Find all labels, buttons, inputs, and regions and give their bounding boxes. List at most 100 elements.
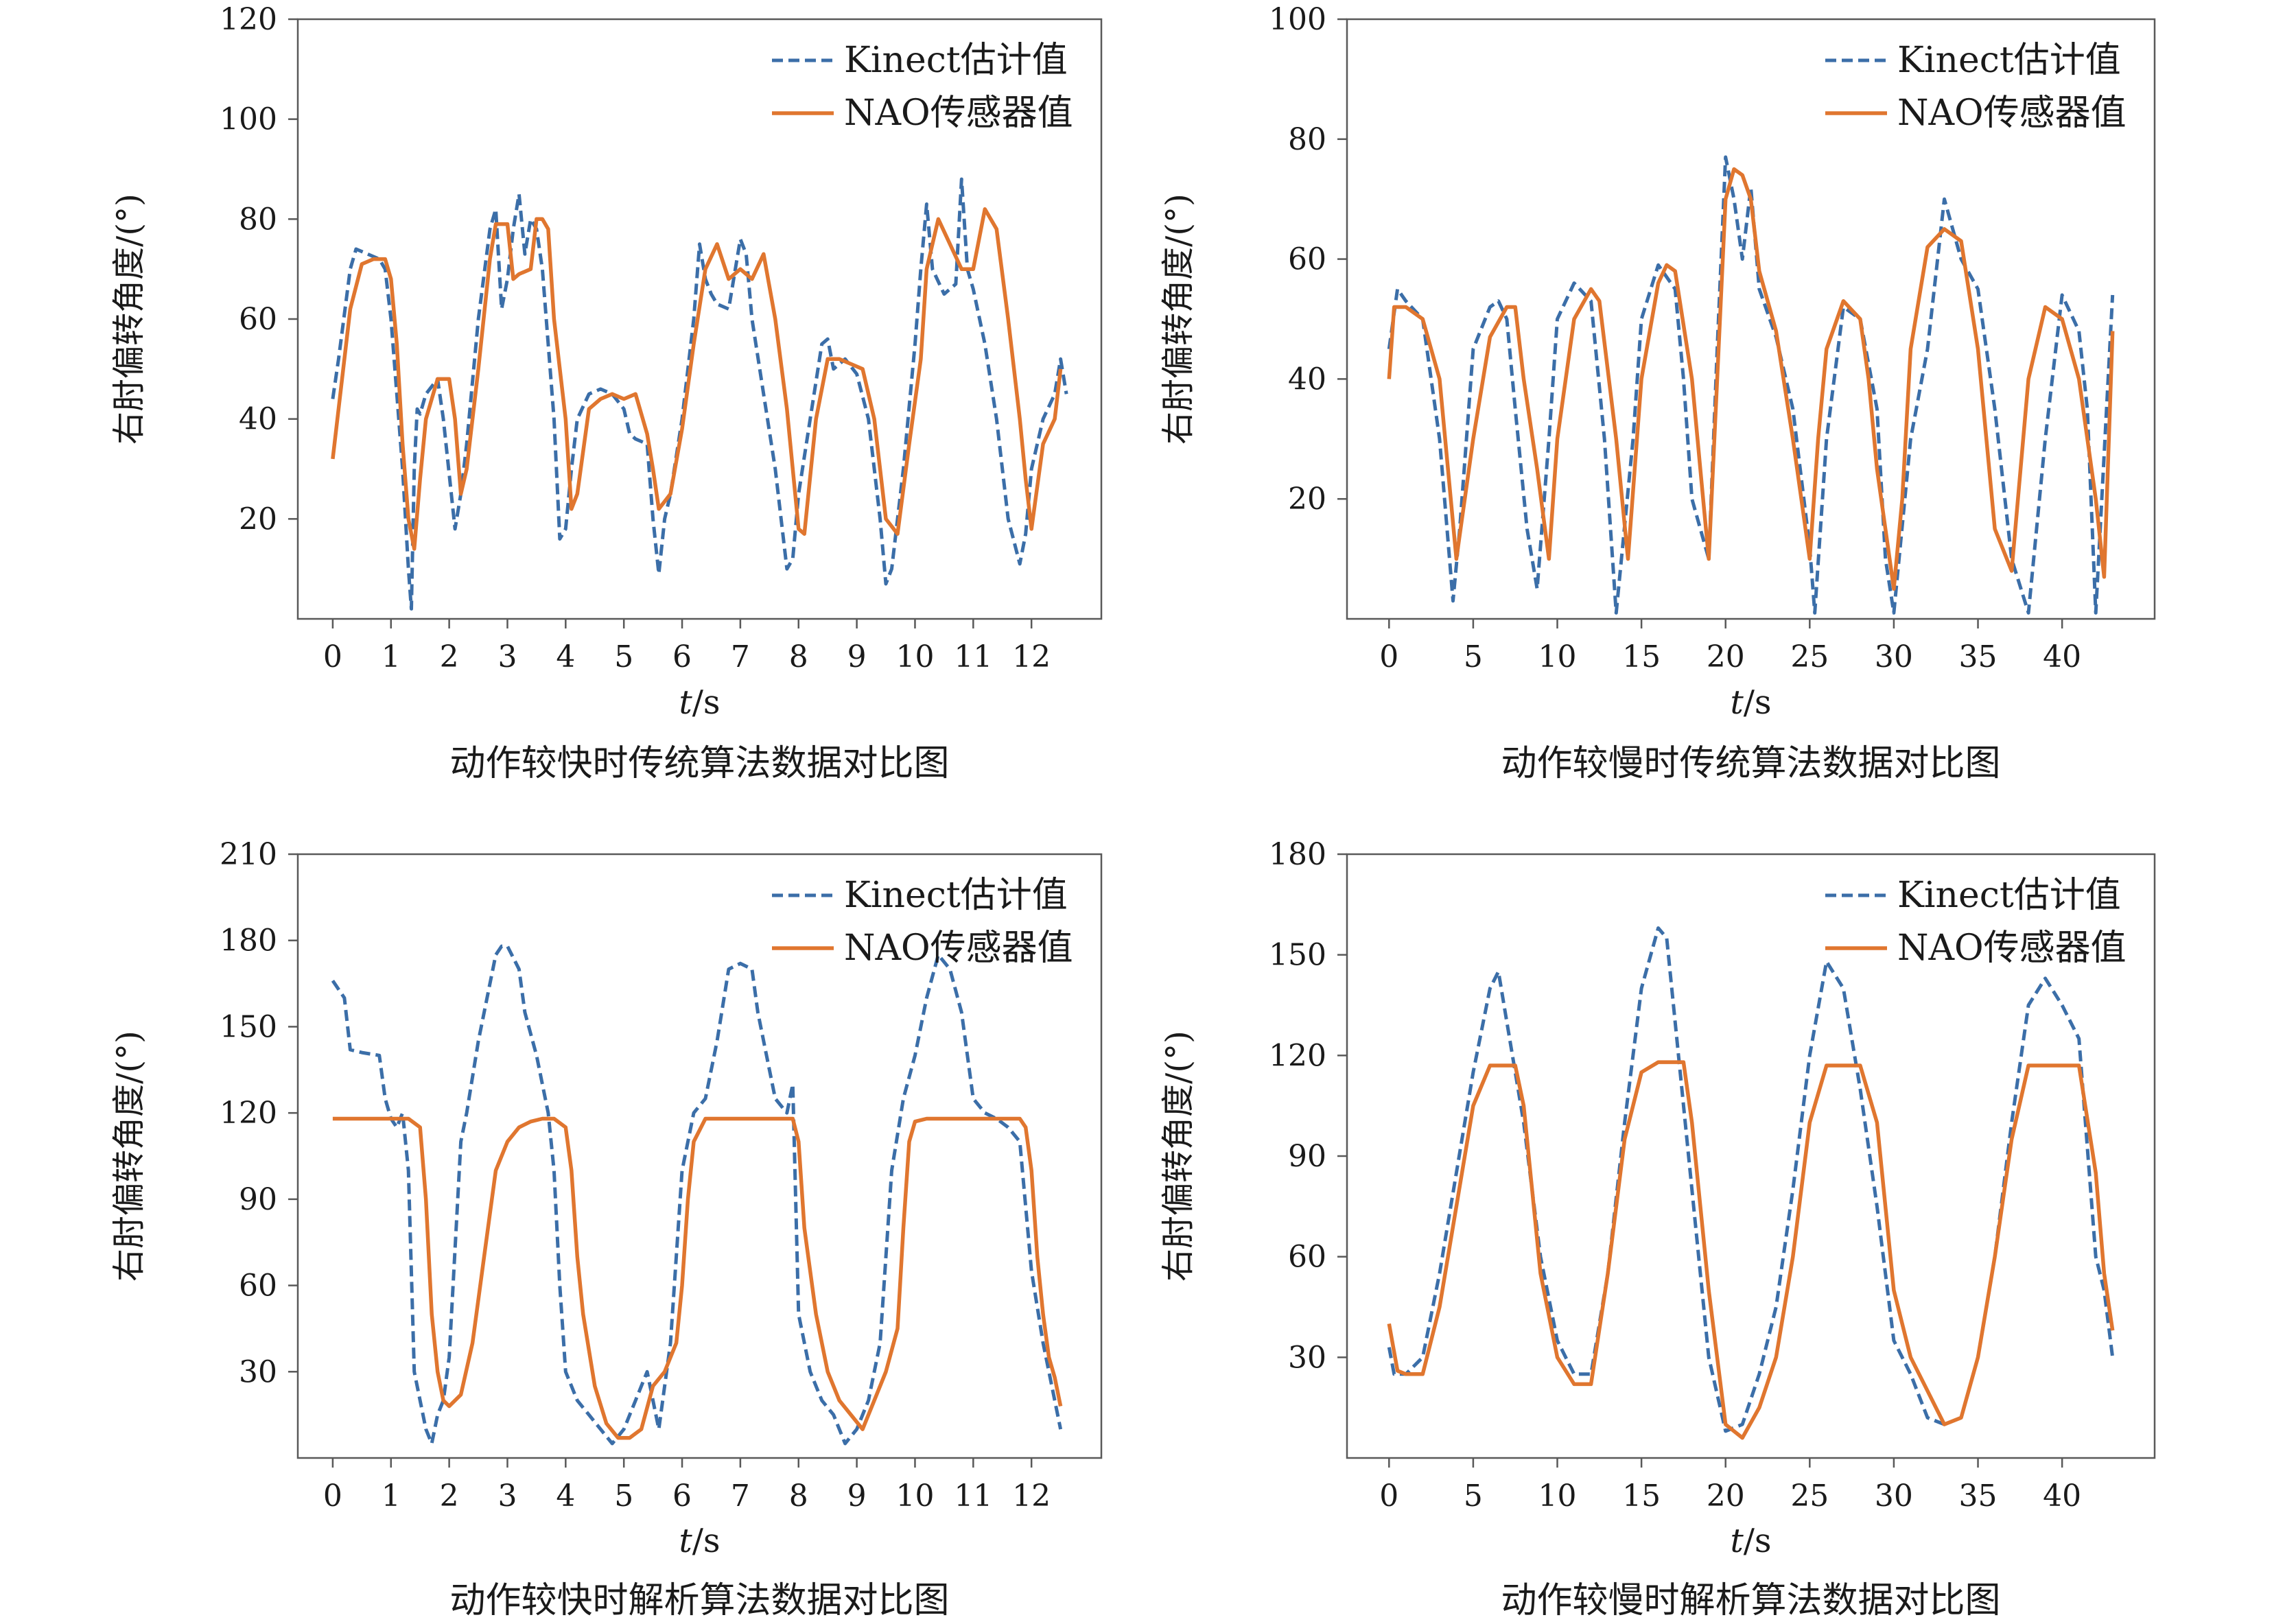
y-tick-label: 180 bbox=[220, 923, 277, 958]
legend-nao-label: NAO传感器值 bbox=[1897, 928, 2127, 969]
x-tick-label: 8 bbox=[789, 639, 808, 674]
x-tick-label: 25 bbox=[1790, 1479, 1829, 1514]
x-tick-label: 4 bbox=[556, 1479, 575, 1514]
x-tick-label: 2 bbox=[440, 639, 459, 674]
plot-frame bbox=[296, 853, 1103, 1459]
y-tick-label: 150 bbox=[220, 1009, 277, 1044]
x-tick-label: 20 bbox=[1707, 639, 1745, 674]
x-tick-label: 40 bbox=[2043, 639, 2081, 674]
x-tick-label: 5 bbox=[1464, 639, 1483, 674]
y-tick-label: 90 bbox=[239, 1182, 277, 1217]
x-axis-variable: t bbox=[1730, 1522, 1744, 1560]
y-tick-label: 80 bbox=[239, 202, 277, 237]
chart-slow-analytic: 30 60 90 120 150 180 0 5 10 15 20 25 30 35 40 t/s 右肘偏转角度… bbox=[1159, 837, 2156, 1621]
x-tick-label: 20 bbox=[1707, 1479, 1745, 1514]
x-tick-label: 10 bbox=[895, 1479, 934, 1514]
x-tick-label: 2 bbox=[440, 1479, 459, 1514]
x-tick-label: 35 bbox=[1959, 639, 1998, 674]
legend-nao-label: NAO传感器值 bbox=[844, 928, 1073, 969]
chart-caption: 动作较快时传统算法数据对比图 bbox=[449, 743, 949, 784]
y-tick-label: 60 bbox=[1288, 1240, 1326, 1275]
y-tick-label: 20 bbox=[239, 502, 277, 537]
chart-slow-traditional: 20 40 60 80 100 0 5 10 15 20 25 30 35 40 t/s 右肘偏转角度/(°)… bbox=[1159, 2, 2156, 784]
nao-series-line bbox=[331, 207, 1063, 551]
x-tick-label: 12 bbox=[1012, 1479, 1051, 1514]
x-tick-label: 0 bbox=[323, 639, 342, 674]
x-tick-label: 0 bbox=[1379, 639, 1398, 674]
x-tick-label: 8 bbox=[789, 1479, 808, 1514]
y-tick-label: 40 bbox=[239, 402, 277, 437]
y-tick-label: 60 bbox=[239, 302, 277, 337]
x-axis-unit: /s bbox=[1744, 683, 1772, 722]
x-tick-label: 15 bbox=[1622, 1479, 1661, 1514]
chart-caption: 动作较慢时解析算法数据对比图 bbox=[1501, 1580, 2000, 1621]
y-tick-label: 30 bbox=[1288, 1340, 1326, 1375]
x-tick-label: 35 bbox=[1959, 1479, 1998, 1514]
y-tick-label: 210 bbox=[220, 837, 277, 872]
x-tick-label: 0 bbox=[1379, 1479, 1398, 1514]
x-axis-title: t/s bbox=[1730, 1522, 1771, 1560]
x-tick-label: 30 bbox=[1875, 1479, 1913, 1514]
chart-caption: 动作较快时解析算法数据对比图 bbox=[449, 1580, 949, 1621]
x-axis-unit: /s bbox=[692, 683, 721, 722]
x-axis-variable: t bbox=[679, 683, 692, 722]
x-tick-label: 5 bbox=[614, 639, 633, 674]
y-tick-label: 100 bbox=[220, 102, 277, 137]
x-tick-label: 10 bbox=[1538, 639, 1577, 674]
y-tick-label: 100 bbox=[1269, 2, 1326, 37]
y-tick-label: 60 bbox=[239, 1269, 277, 1304]
plot-frame bbox=[1346, 18, 2156, 620]
legend-kinect-label: Kinect估计值 bbox=[844, 40, 1068, 81]
y-axis-title: 右肘偏转角度/(°) bbox=[1159, 193, 1197, 445]
x-tick-label: 6 bbox=[672, 1479, 692, 1514]
x-tick-label: 10 bbox=[1538, 1479, 1577, 1514]
x-tick-label: 1 bbox=[382, 1479, 401, 1514]
x-tick-label: 7 bbox=[731, 1479, 750, 1514]
x-tick-label: 3 bbox=[497, 1479, 517, 1514]
chart-caption: 动作较慢时传统算法数据对比图 bbox=[1501, 743, 2000, 784]
y-axis-title: 右肘偏转角度/(°) bbox=[110, 193, 148, 445]
kinect-series-line bbox=[331, 944, 1063, 1446]
x-axis-variable: t bbox=[679, 1522, 692, 1560]
x-tick-label: 11 bbox=[954, 639, 992, 674]
x-axis-title: t/s bbox=[679, 1522, 720, 1560]
x-tick-label: 9 bbox=[847, 1479, 867, 1514]
y-tick-label: 30 bbox=[239, 1354, 277, 1389]
y-tick-label: 40 bbox=[1288, 362, 1326, 397]
x-tick-label: 3 bbox=[497, 639, 517, 674]
legend-kinect-label: Kinect估计值 bbox=[1897, 40, 2121, 81]
legend-nao-label: NAO传感器值 bbox=[1897, 93, 2127, 134]
x-axis-title: t/s bbox=[1730, 683, 1771, 722]
legend-kinect-label: Kinect估计值 bbox=[1897, 875, 2121, 916]
x-axis-unit: /s bbox=[692, 1522, 721, 1560]
x-tick-label: 12 bbox=[1012, 639, 1051, 674]
y-tick-label: 120 bbox=[220, 2, 277, 37]
x-tick-label: 7 bbox=[731, 639, 750, 674]
y-tick-label: 120 bbox=[220, 1096, 277, 1131]
y-tick-label: 80 bbox=[1288, 122, 1326, 157]
y-tick-label: 150 bbox=[1269, 938, 1326, 973]
x-tick-label: 10 bbox=[895, 639, 934, 674]
nao-series-line bbox=[1387, 1060, 2115, 1440]
y-tick-label: 180 bbox=[1269, 837, 1326, 872]
y-tick-label: 60 bbox=[1288, 242, 1326, 277]
x-axis-unit: /s bbox=[1744, 1522, 1772, 1560]
x-tick-label: 40 bbox=[2043, 1479, 2081, 1514]
legend-nao-label: NAO传感器值 bbox=[844, 93, 1073, 134]
x-tick-label: 4 bbox=[556, 639, 575, 674]
x-tick-label: 0 bbox=[323, 1479, 342, 1514]
y-tick-label: 90 bbox=[1288, 1139, 1326, 1174]
x-tick-label: 25 bbox=[1790, 639, 1829, 674]
legend-kinect-label: Kinect估计值 bbox=[844, 875, 1068, 916]
x-tick-label: 1 bbox=[382, 639, 401, 674]
y-axis-title: 右肘偏转角度/(°) bbox=[110, 1031, 148, 1282]
x-tick-label: 15 bbox=[1622, 639, 1661, 674]
y-tick-label: 120 bbox=[1269, 1038, 1326, 1073]
kinect-series-line bbox=[331, 177, 1068, 611]
x-tick-label: 11 bbox=[954, 1479, 992, 1514]
x-tick-label: 5 bbox=[614, 1479, 633, 1514]
y-tick-label: 20 bbox=[1288, 482, 1326, 517]
